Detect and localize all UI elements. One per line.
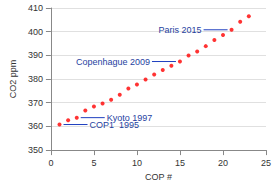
svg-text:390: 390 [28,50,43,60]
svg-text:360: 360 [28,121,43,131]
svg-text:10: 10 [132,158,142,168]
svg-text:410: 410 [28,3,43,13]
svg-text:Copenhague 2009: Copenhague 2009 [76,57,150,67]
svg-text:COP1 1995: COP1 1995 [89,119,140,130]
svg-text:Paris 2015: Paris 2015 [159,25,202,35]
svg-text:0: 0 [48,158,53,168]
svg-text:COP #: COP # [145,172,172,182]
svg-text:25: 25 [261,158,271,168]
svg-text:380: 380 [28,74,43,84]
svg-text:350: 350 [28,145,43,155]
svg-text:15: 15 [175,158,185,168]
svg-text:370: 370 [28,98,43,108]
svg-text:400: 400 [28,27,43,37]
svg-text:20: 20 [218,158,228,168]
svg-text:5: 5 [91,158,96,168]
svg-text:CO2 ppm: CO2 ppm [8,60,18,99]
svg-text:Kyoto 1997: Kyoto 1997 [107,113,153,123]
